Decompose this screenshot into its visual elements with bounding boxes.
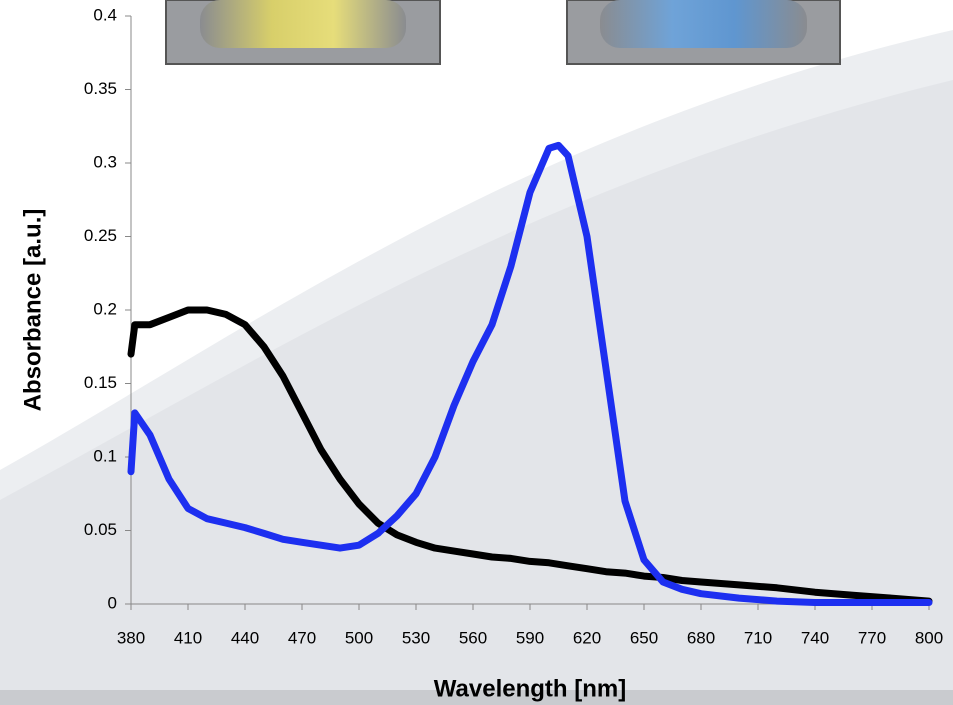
- y-tick-label: 0.35: [84, 79, 117, 98]
- x-tick-label: 560: [459, 628, 487, 647]
- y-tick-label: 0.15: [84, 373, 117, 392]
- y-tick-label: 0.05: [84, 520, 117, 539]
- x-tick-label: 650: [630, 628, 658, 647]
- x-tick-label: 800: [915, 628, 943, 647]
- y-axis-title: Absorbance [a.u.]: [19, 209, 46, 412]
- photo-content: [200, 0, 406, 48]
- x-tick-label: 680: [687, 628, 715, 647]
- x-tick-label: 380: [117, 628, 145, 647]
- x-axis-title: Wavelength [nm]: [434, 675, 626, 702]
- y-tick-label: 0.4: [93, 5, 117, 24]
- y-tick-label: 0.25: [84, 226, 117, 245]
- x-tick-label: 530: [402, 628, 430, 647]
- y-tick-label: 0: [108, 593, 117, 612]
- x-tick-label: 770: [858, 628, 886, 647]
- y-tick-label: 0.3: [93, 152, 117, 171]
- x-tick-label: 500: [345, 628, 373, 647]
- x-tick-label: 740: [801, 628, 829, 647]
- x-tick-label: 710: [744, 628, 772, 647]
- y-tick-label: 0.2: [93, 299, 117, 318]
- x-tick-label: 590: [516, 628, 544, 647]
- x-tick-label: 440: [231, 628, 259, 647]
- x-tick-label: 410: [174, 628, 202, 647]
- x-tick-label: 470: [288, 628, 316, 647]
- chart: 0 0.05 0.1 0.15 0.2 0.25 0.3 0.35 0.4 380 410 440 47…: [0, 0, 953, 705]
- x-tick-label: 620: [573, 628, 601, 647]
- y-tick-label: 0.1: [93, 446, 117, 465]
- photo-content: [600, 0, 807, 48]
